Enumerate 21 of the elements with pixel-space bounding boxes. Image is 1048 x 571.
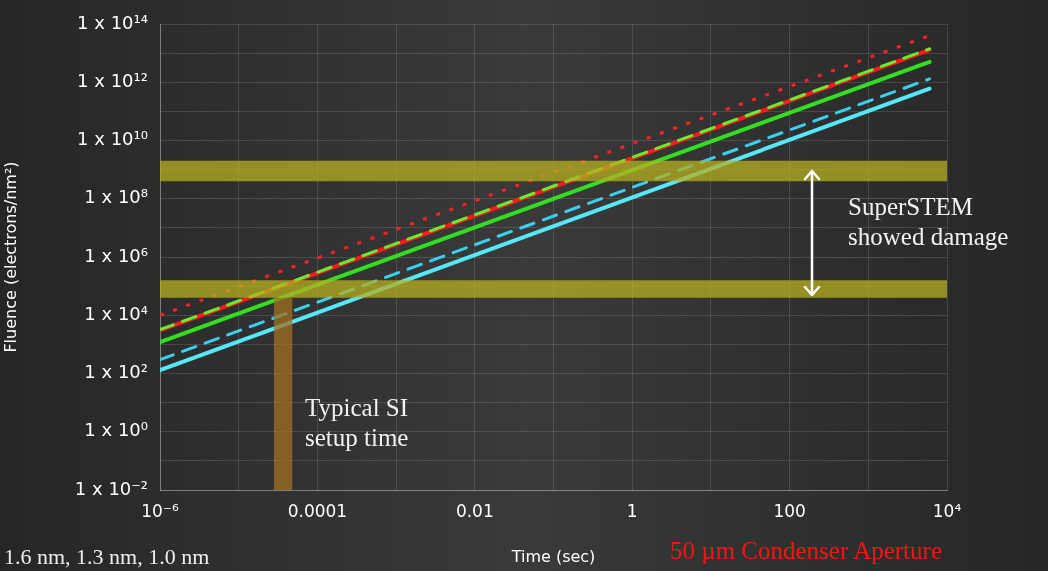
y-tick-label: 1 x 10⁴ (84, 302, 148, 324)
y-tick-label: 1 x 10⁸ (84, 186, 148, 208)
y-tick-label: 1 x 10¹² (77, 69, 148, 91)
x-tick-label: 10⁴ (932, 500, 962, 521)
y-tick-label: 1 x 10² (84, 361, 148, 383)
x-axis-title: Time (sec) (510, 546, 596, 566)
y-tick-label: 1 x 10¹⁴ (77, 11, 148, 33)
y-axis-title: Fluence (electrons/nm²) (0, 161, 20, 353)
x-tick-label: 0.0001 (287, 500, 348, 521)
y-tick-label: 1 x 10⁰ (84, 419, 148, 441)
y-tick-label: 1 x 10⁶ (84, 244, 148, 266)
text: 50 µm Condenser Aperture (670, 536, 942, 566)
x-tick-label: 100 (773, 500, 806, 521)
x-tick-label: 0.01 (455, 500, 494, 521)
annotation: SuperSTEM showed damage (848, 192, 1009, 252)
x-tick-label: 1 (626, 500, 638, 521)
y-tick-label: 1 x 10⁻² (74, 477, 148, 499)
x-tick-label: 10⁻⁶ (141, 500, 179, 521)
y-tick-label: 1 x 10¹⁰ (77, 128, 148, 150)
text: 1.6 nm, 1.3 nm, 1.0 nm (4, 544, 210, 571)
annotation: Typical SI setup time (305, 393, 409, 453)
